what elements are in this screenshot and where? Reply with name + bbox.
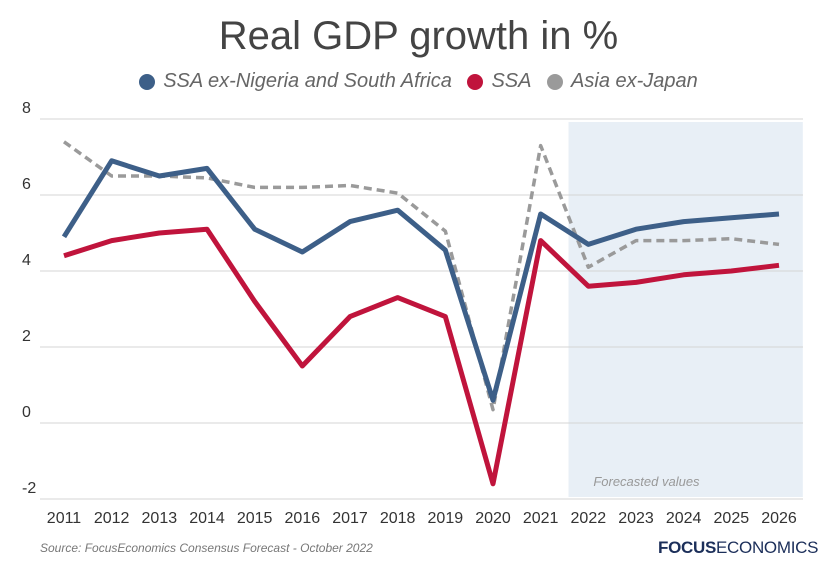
x-tick-label: 2013	[142, 510, 178, 527]
source-note: Source: FocusEconomics Consensus Forecas…	[40, 541, 373, 555]
series-line-ssa-ex-nigeria-and-south-africa	[61, 158, 780, 403]
y-tick-label: 0	[22, 404, 31, 421]
x-tick-label: 2018	[380, 510, 416, 527]
series-line-ssa	[63, 226, 780, 487]
focuseconomics-logo: FOCUSECONOMICS	[658, 538, 819, 557]
x-tick-label: 2019	[428, 510, 464, 527]
x-tick-label: 2024	[666, 510, 702, 527]
legend-swatch	[139, 73, 156, 90]
x-tick-label: 2021	[523, 510, 559, 527]
legend-label: SSA	[491, 70, 532, 92]
y-tick-label: 8	[22, 100, 31, 117]
x-tick-label: 2026	[761, 510, 797, 527]
x-tick-label: 2020	[475, 510, 511, 527]
x-tick-label: 2017	[332, 510, 368, 527]
x-tick-label: 2023	[618, 510, 654, 527]
y-tick-label: 6	[22, 176, 31, 193]
legend-item: SSA	[467, 70, 531, 93]
legend-label: SSA ex-Nigeria and South Africa	[163, 70, 452, 92]
x-tick-label: 2011	[47, 510, 82, 527]
legend: SSA ex-Nigeria and South Africa SSA Asia…	[0, 70, 837, 96]
legend-item: Asia ex-Japan	[547, 70, 698, 93]
forecast-label: Forecasted values	[593, 474, 700, 489]
legend-item: SSA ex-Nigeria and South Africa	[139, 70, 452, 93]
series-line-asia-ex-japan	[62, 140, 780, 412]
legend-swatch	[467, 73, 484, 90]
x-tick-label: 2022	[571, 510, 607, 527]
legend-label: Asia ex-Japan	[571, 70, 698, 92]
y-tick-label: 4	[22, 252, 31, 269]
x-tick-label: 2025	[714, 510, 750, 527]
x-tick-label: 2014	[189, 510, 225, 527]
x-tick-label: 2015	[237, 510, 273, 527]
y-tick-label: -2	[22, 480, 36, 497]
legend-swatch	[547, 73, 564, 90]
x-tick-label: 2016	[285, 510, 321, 527]
chart-title: Real GDP growth in %	[218, 14, 619, 58]
x-tick-label: 2012	[94, 510, 130, 527]
y-tick-label: 2	[22, 328, 31, 345]
forecast-region	[568, 122, 803, 497]
